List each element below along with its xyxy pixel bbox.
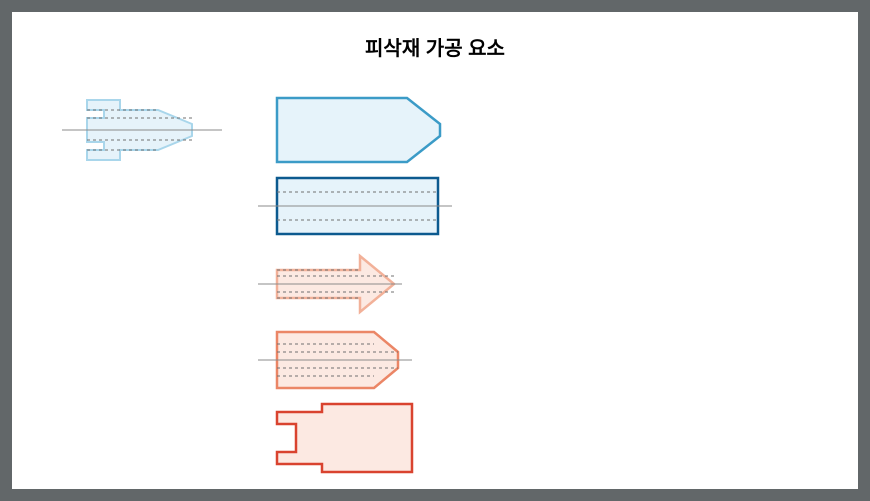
arrow-orange <box>258 256 402 312</box>
preview-part-blue <box>62 100 222 160</box>
blank-pentagon-blue <box>277 98 440 162</box>
diagram-svg <box>12 12 858 489</box>
cylinder-rect-blue <box>258 178 452 234</box>
notched-block-red <box>277 404 412 472</box>
diagram-panel: 피삭재 가공 요소 <box>12 12 858 489</box>
pointed-orange <box>258 332 412 388</box>
